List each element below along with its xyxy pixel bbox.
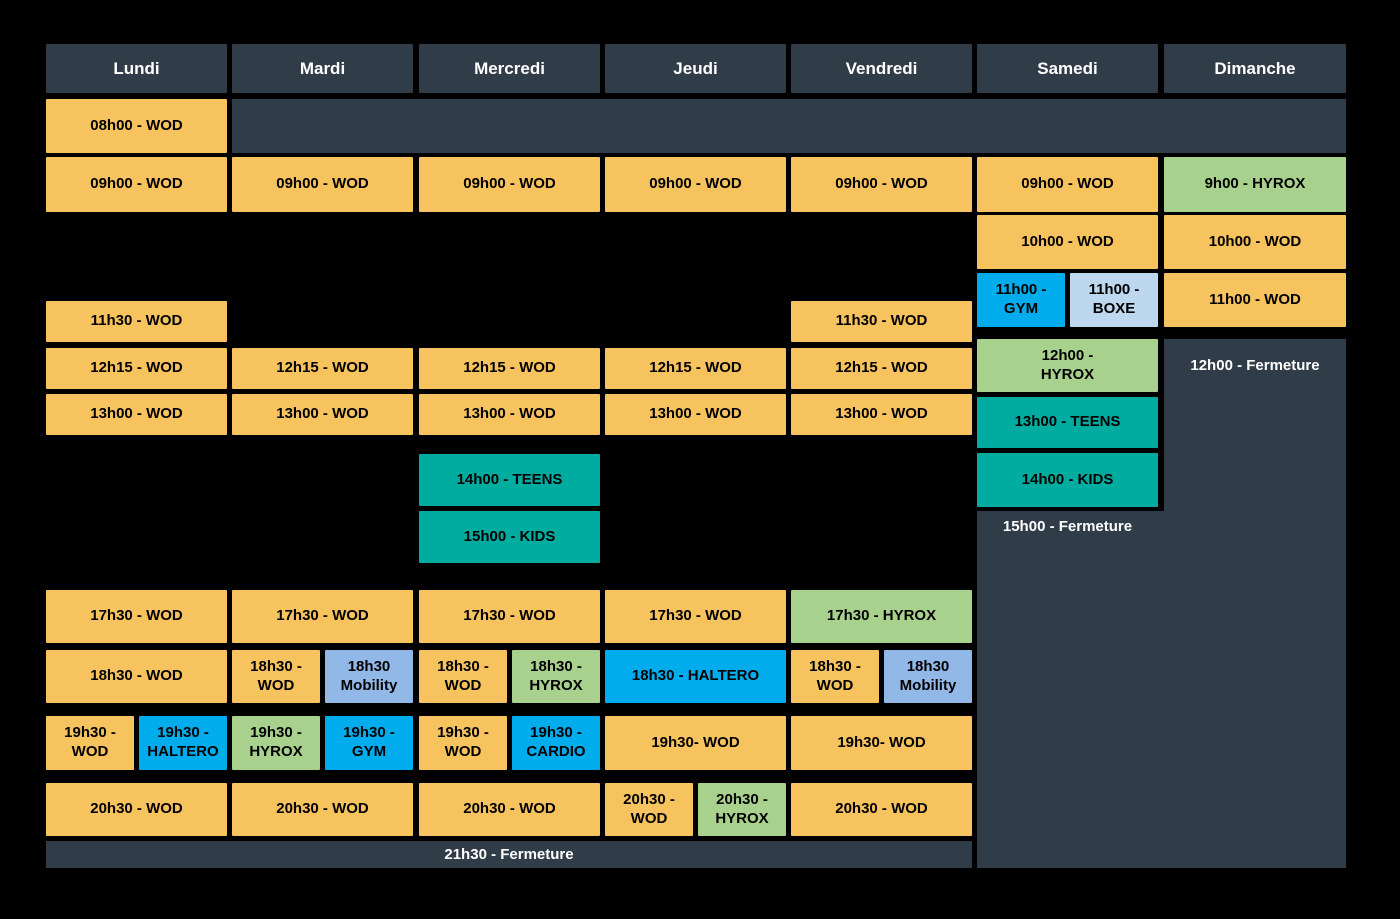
cell-sam-14h00-kids: 14h00 - KIDS xyxy=(977,453,1158,507)
cell-mer-19h30-cardio: 19h30 - CARDIO xyxy=(512,716,600,770)
cell-lun-20h30-wod: 20h30 - WOD xyxy=(46,783,227,836)
closed-panel-early-morning xyxy=(232,99,1346,153)
cell-mar-19h30-hyrox: 19h30 - HYROX xyxy=(232,716,320,770)
cell-sam-13h00-teens: 13h00 - TEENS xyxy=(977,397,1158,448)
cell-jeu-19h30-wod: 19h30- WOD xyxy=(605,716,786,770)
cell-ven-18h30-wod: 18h30 - WOD xyxy=(791,650,879,703)
cell-mar-13h00-wod: 13h00 - WOD xyxy=(232,394,413,435)
cell-lun-09h00-wod: 09h00 - WOD xyxy=(46,157,227,212)
cell-mar-17h30-wod: 17h30 - WOD xyxy=(232,590,413,643)
cell-lun-19h30-haltero: 19h30 - HALTERO xyxy=(139,716,227,770)
closure-samedi-label: 15h00 - Fermeture xyxy=(1002,517,1133,535)
cell-lun-13h00-wod: 13h00 - WOD xyxy=(46,394,227,435)
cell-mer-17h30-wod: 17h30 - WOD xyxy=(419,590,600,643)
cell-lun-19h30-wod: 19h30 - WOD xyxy=(46,716,134,770)
cell-ven-13h00-wod: 13h00 - WOD xyxy=(791,394,972,435)
cell-mar-09h00-wod: 09h00 - WOD xyxy=(232,157,413,212)
cell-dim-10h00-wod: 10h00 - WOD xyxy=(1164,215,1346,269)
cell-jeu-20h30-wod: 20h30 - WOD xyxy=(605,783,693,836)
cell-mer-20h30-wod: 20h30 - WOD xyxy=(419,783,600,836)
day-header-mardi: Mardi xyxy=(232,44,413,93)
day-header-mercredi: Mercredi xyxy=(419,44,600,93)
cell-ven-11h30-wod: 11h30 - WOD xyxy=(791,301,972,342)
cell-mar-18h30-mobility: 18h30 Mobility xyxy=(325,650,413,703)
cell-jeu-20h30-hyrox: 20h30 - HYROX xyxy=(698,783,786,836)
cell-mer-14h00-teens: 14h00 - TEENS xyxy=(419,454,600,506)
cell-mer-18h30-wod: 18h30 - WOD xyxy=(419,650,507,703)
cell-ven-20h30-wod: 20h30 - WOD xyxy=(791,783,972,836)
cell-jeu-09h00-wod: 09h00 - WOD xyxy=(605,157,786,212)
cell-ven-17h30-hyrox: 17h30 - HYROX xyxy=(791,590,972,643)
cell-mar-12h15-wod: 12h15 - WOD xyxy=(232,348,413,389)
closure-soir-label: 21h30 - Fermeture xyxy=(444,846,574,863)
cell-sam-11h00-boxe: 11h00 - BOXE xyxy=(1070,273,1158,327)
day-header-lundi: Lundi xyxy=(46,44,227,93)
cell-mer-12h15-wod: 12h15 - WOD xyxy=(419,348,600,389)
day-header-jeudi: Jeudi xyxy=(605,44,786,93)
cell-jeu-13h00-wod: 13h00 - WOD xyxy=(605,394,786,435)
cell-mer-18h30-hyrox: 18h30 - HYROX xyxy=(512,650,600,703)
cell-sam-11h00-gym: 11h00 - GYM xyxy=(977,273,1065,327)
cell-dim-09h00-hyrox: 9h00 - HYROX xyxy=(1164,157,1346,212)
cell-lun-08h00-wod: 08h00 - WOD xyxy=(46,99,227,153)
day-header-vendredi: Vendredi xyxy=(791,44,972,93)
cell-lun-18h30-wod: 18h30 - WOD xyxy=(46,650,227,703)
cell-lun-11h30-wod: 11h30 - WOD xyxy=(46,301,227,342)
cell-jeu-17h30-wod: 17h30 - WOD xyxy=(605,590,786,643)
cell-mar-19h30-gym: 19h30 - GYM xyxy=(325,716,413,770)
closed-panel-saturday xyxy=(977,511,1346,868)
cell-mar-18h30-wod: 18h30 - WOD xyxy=(232,650,320,703)
cell-ven-12h15-wod: 12h15 - WOD xyxy=(791,348,972,389)
closed-panel-evening xyxy=(46,841,972,868)
cell-ven-09h00-wod: 09h00 - WOD xyxy=(791,157,972,212)
cell-ven-18h30-mobility: 18h30 Mobility xyxy=(884,650,972,703)
closure-dimanche-label: 12h00 - Fermeture xyxy=(1190,357,1320,374)
cell-sam-09h00-wod: 09h00 - WOD xyxy=(977,157,1158,212)
cell-dim-11h00-wod: 11h00 - WOD xyxy=(1164,273,1346,327)
cell-ven-19h30-wod: 19h30- WOD xyxy=(791,716,972,770)
day-header-samedi: Samedi xyxy=(977,44,1158,93)
day-header-dimanche: Dimanche xyxy=(1164,44,1346,93)
cell-sam-12h00-hyrox: 12h00 - HYROX xyxy=(977,339,1158,392)
cell-mar-20h30-wod: 20h30 - WOD xyxy=(232,783,413,836)
cell-jeu-18h30-haltero: 18h30 - HALTERO xyxy=(605,650,786,703)
cell-mer-09h00-wod: 09h00 - WOD xyxy=(419,157,600,212)
cell-lun-12h15-wod: 12h15 - WOD xyxy=(46,348,227,389)
cell-mer-15h00-kids: 15h00 - KIDS xyxy=(419,511,600,563)
cell-mer-13h00-wod: 13h00 - WOD xyxy=(419,394,600,435)
cell-sam-10h00-wod: 10h00 - WOD xyxy=(977,215,1158,269)
cell-jeu-12h15-wod: 12h15 - WOD xyxy=(605,348,786,389)
cell-lun-17h30-wod: 17h30 - WOD xyxy=(46,590,227,643)
cell-mer-19h30-wod: 19h30 - WOD xyxy=(419,716,507,770)
